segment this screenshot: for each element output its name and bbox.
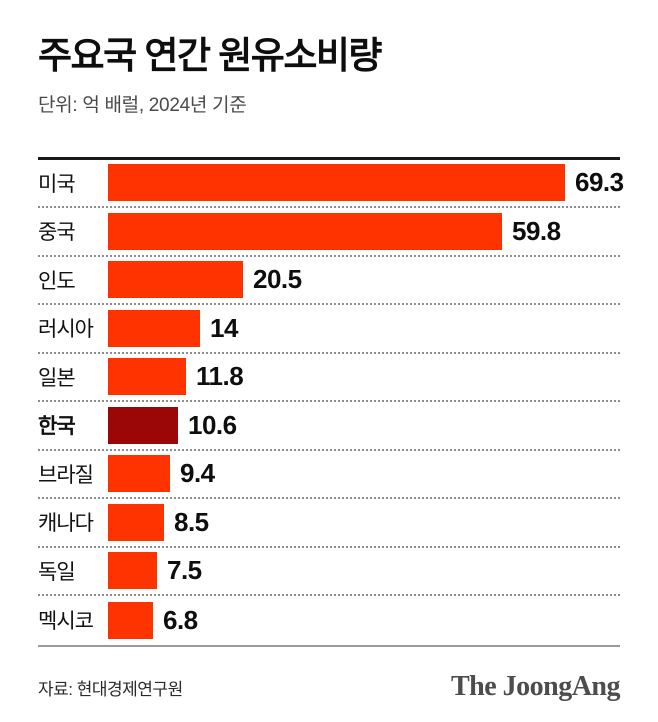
category-label: 인도 (38, 269, 76, 293)
bar (108, 309, 200, 347)
category-label: 러시아 (38, 318, 94, 342)
bar (108, 358, 186, 396)
value-label: 6.8 (163, 604, 198, 635)
chart-row-4: 러시아 14 (38, 305, 620, 354)
chart-row-7: 브라질 9.4 (38, 451, 620, 500)
bar (108, 261, 243, 299)
category-label: 한국 (38, 415, 76, 439)
chart-row-5: 일본 11.8 (38, 354, 620, 403)
category-label: 일본 (38, 366, 76, 390)
value-label: 69.3 (575, 167, 624, 198)
chart-row-6: 한국 10.6 (38, 402, 620, 451)
value-label: 7.5 (167, 555, 202, 586)
category-label: 캐나다 (38, 512, 94, 536)
chart-unit-subtitle: 단위: 억 배럴, 2024년 기준 (38, 94, 247, 116)
category-label: 미국 (38, 172, 76, 196)
bar (108, 455, 170, 493)
chart-row-10: 멕시코 6.8 (38, 596, 620, 645)
bar (108, 212, 502, 250)
bar-chart: 미국 69.3 중국 59.8 인도 20.5 러시아 14 일본 11.8 한국 10.6 브라질 9.… (38, 156, 624, 647)
chart-row-8: 캐나다 8.5 (38, 499, 620, 548)
footer: 자료: 현대경제연구원 The JoongAng (38, 670, 621, 703)
joongang-logo: The JoongAng (450, 670, 621, 702)
chart-row-3: 인도 20.5 (38, 257, 620, 306)
category-label: 브라질 (38, 463, 94, 487)
chart-row-2: 중국 59.8 (38, 208, 620, 257)
bar (108, 503, 164, 541)
page-title: 주요국 연간 원유소비량 (38, 35, 382, 76)
chart-row-9: 독일 7.5 (38, 548, 620, 597)
value-label: 9.4 (180, 458, 215, 489)
value-label: 11.8 (196, 361, 244, 392)
bar (108, 601, 153, 639)
value-label: 14 (210, 312, 238, 343)
value-label: 20.5 (253, 264, 302, 295)
value-label: 10.6 (188, 409, 237, 440)
value-label: 8.5 (174, 506, 209, 537)
bar (108, 552, 157, 590)
category-label: 중국 (38, 221, 76, 245)
chart-row-1: 미국 69.3 (38, 160, 624, 209)
source-credit: 자료: 현대경제연구원 (38, 679, 183, 699)
category-label: 독일 (38, 560, 76, 584)
bar (108, 164, 565, 202)
category-label: 멕시코 (38, 610, 94, 634)
value-label: 59.8 (512, 215, 561, 246)
bar-highlighted (108, 406, 178, 444)
